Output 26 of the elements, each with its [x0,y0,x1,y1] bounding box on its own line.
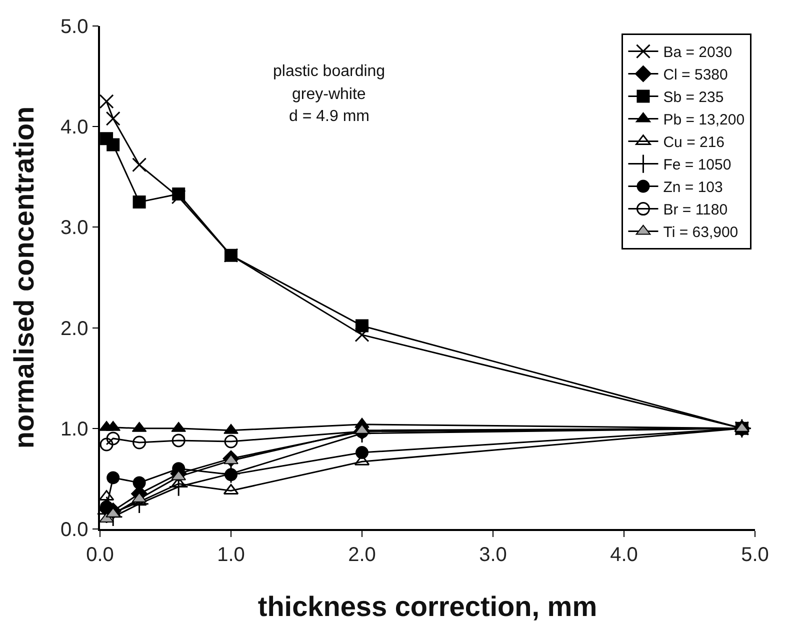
x-tick-label: 5.0 [741,544,769,566]
legend-label: Zn = 103 [663,179,723,196]
legend-label: Ba = 2030 [663,44,732,62]
annotation: plastic boarding [273,63,386,80]
x-axis-title: thickness correction, mm [258,591,598,622]
x-tick-label: 3.0 [479,544,507,566]
y-axis-title: normalised concentration [8,106,40,449]
y-tick-label: 1.0 [60,418,88,440]
y-tick-label: 4.0 [60,116,88,139]
legend-label: Br = 1180 [663,202,728,219]
y-tick-label: 3.0 [60,217,88,240]
x-tick-label: 0.0 [86,544,114,566]
legend-label: Ti = 63,900 [663,224,738,242]
legend-label: Fe = 1050 [663,156,732,174]
x-tick-label: 1.0 [217,544,245,566]
y-tick-label: 5.0 [60,16,88,38]
y-tick-label: 0.0 [60,519,88,541]
y-tick-label: 2.0 [60,318,88,340]
annotation: grey-white [292,86,366,103]
x-tick-label: 4.0 [610,544,638,566]
legend-label: Sb = 235 [663,89,724,106]
annotation: d = 4.9 mm [289,108,370,125]
legend-label: Cl = 5380 [663,66,728,84]
legend-label: Pb = 13,200 [663,112,745,129]
x-tick-label: 2.0 [348,544,376,566]
legend-label: Cu = 216 [663,134,725,152]
